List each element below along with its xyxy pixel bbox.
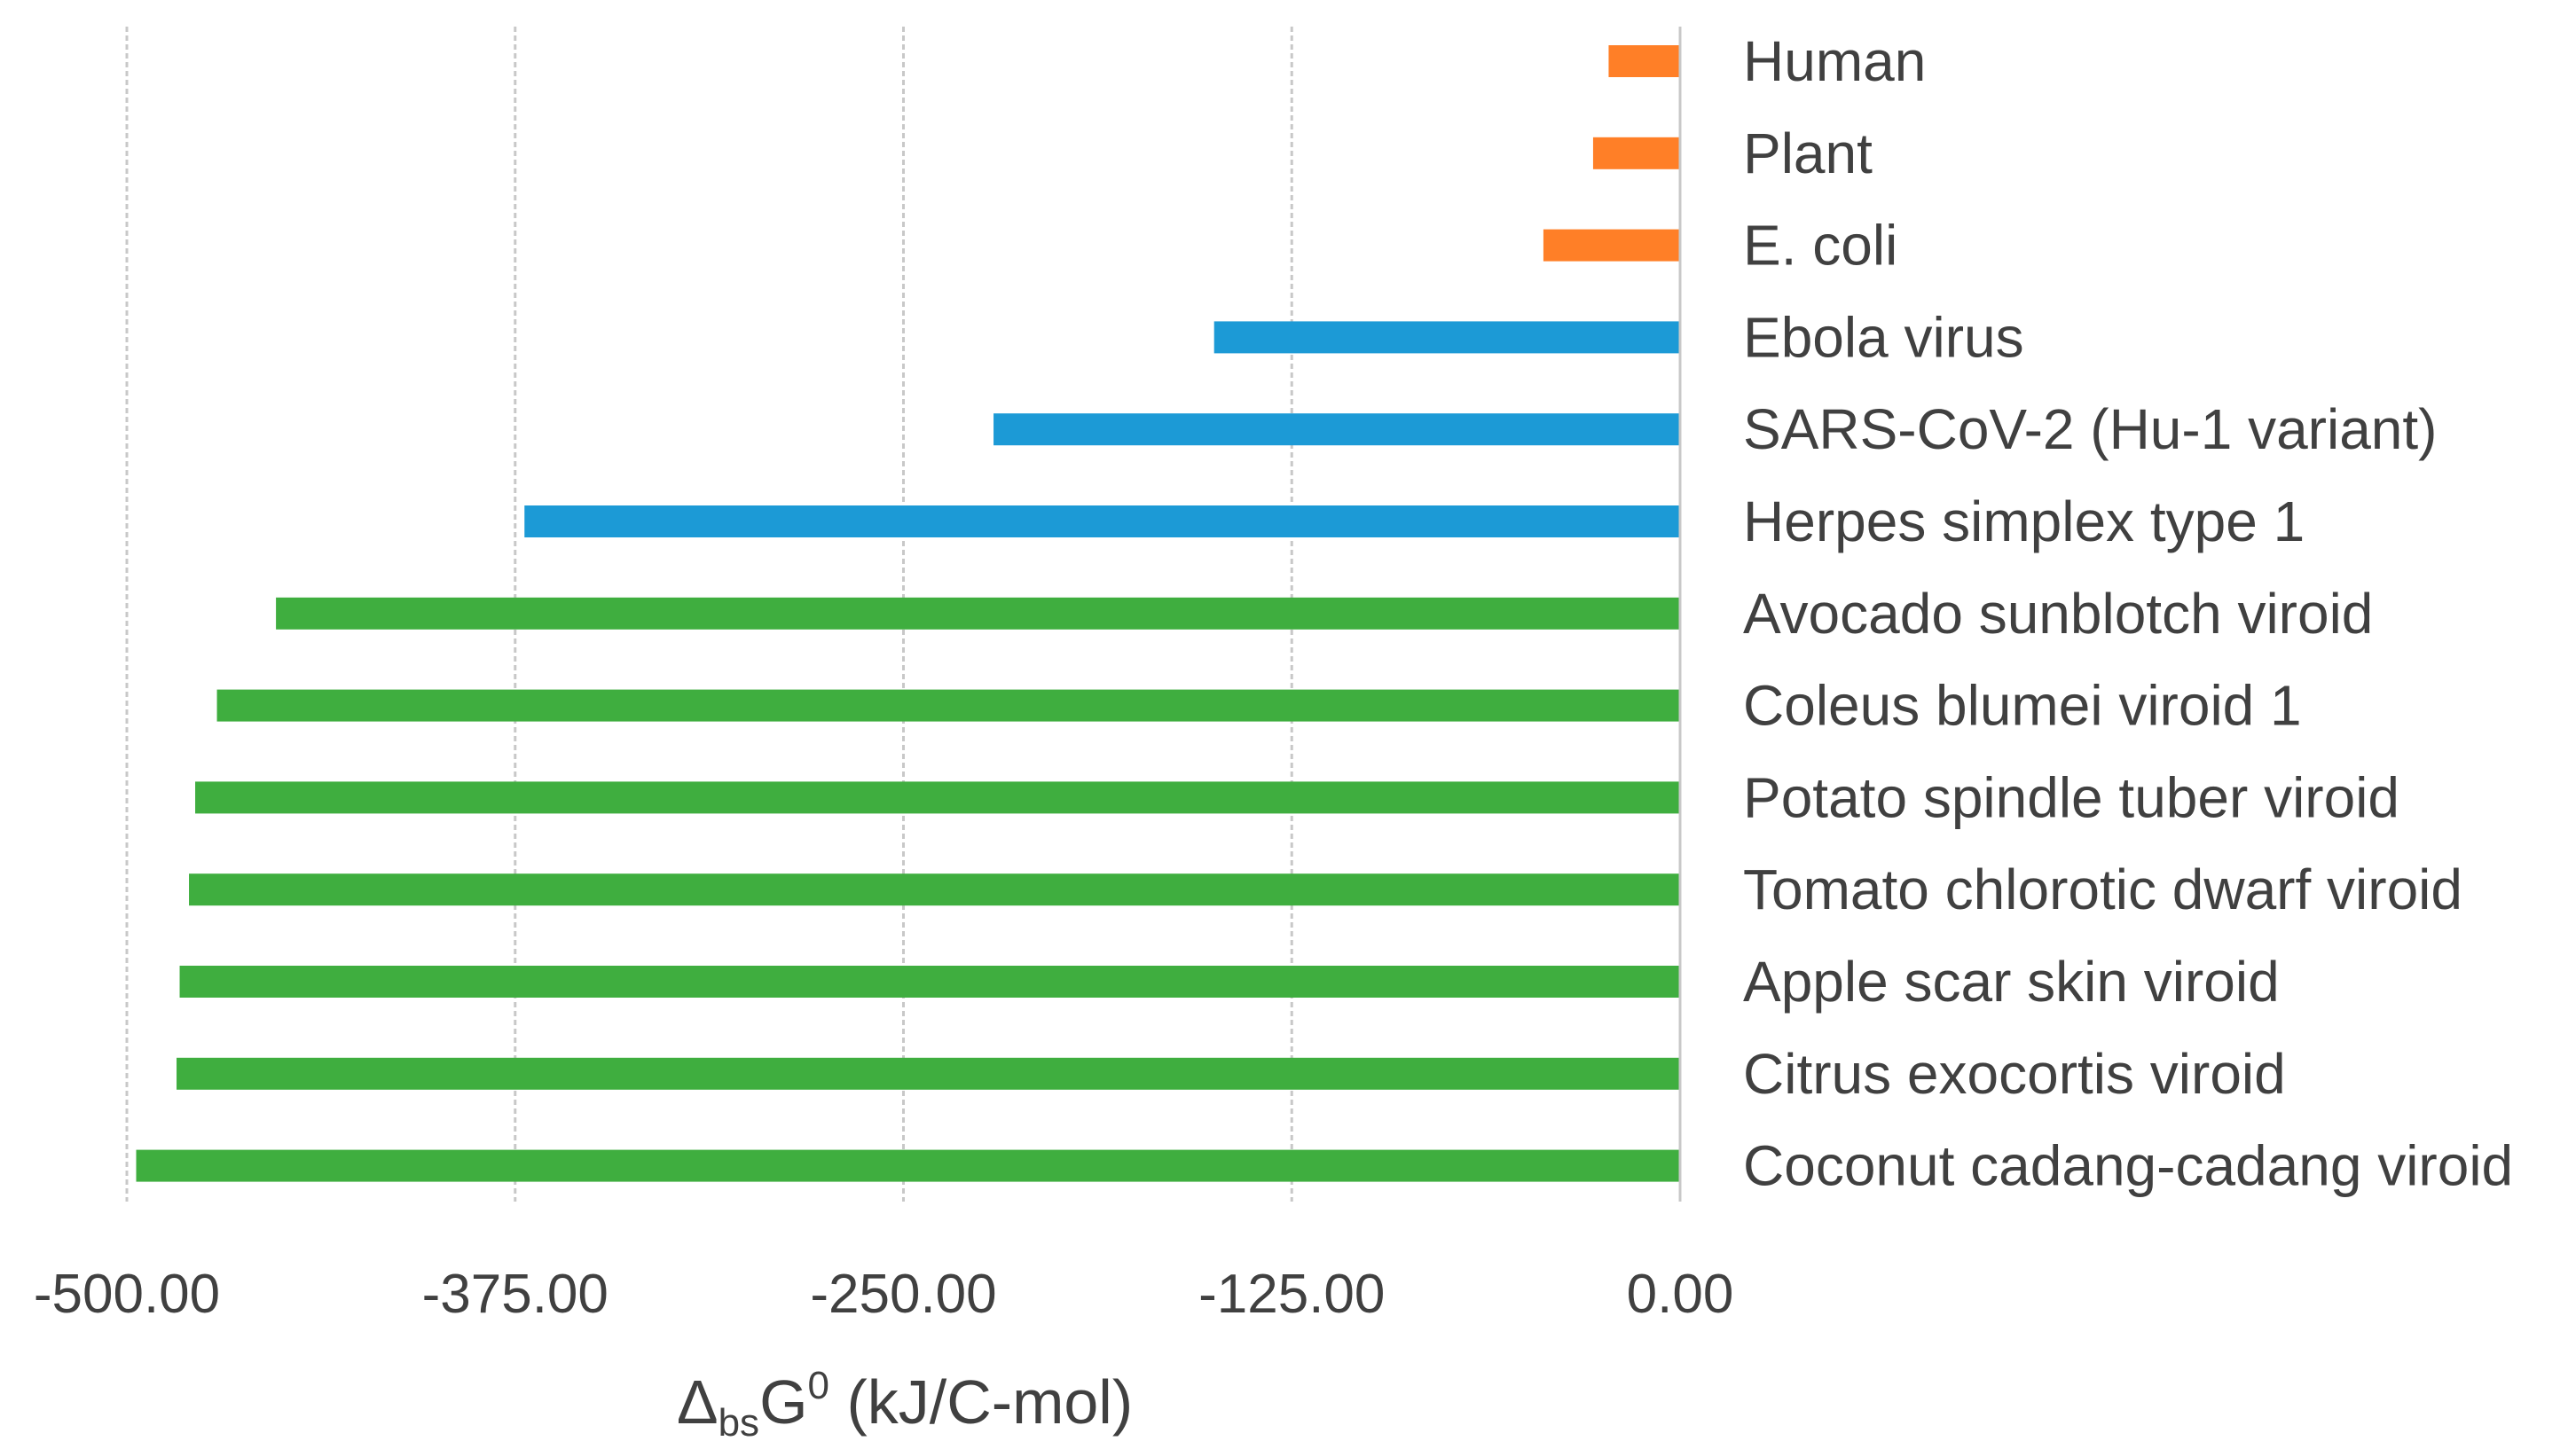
category-label-9: Tomato chlorotic dwarf viroid (1743, 858, 2462, 921)
x-axis-title-delta: Δ (677, 1367, 719, 1437)
x-axis-title-subscript: bs (719, 1401, 759, 1445)
category-label-10: Apple scar skin viroid (1743, 950, 2280, 1014)
bar-10 (179, 966, 1681, 998)
x-tick-label-3: -125.00 (1198, 1264, 1385, 1325)
bar-5 (524, 505, 1680, 537)
category-label-3: Ebola virus (1743, 305, 2024, 369)
bar-8 (195, 781, 1681, 814)
category-label-2: E. coli (1743, 214, 1897, 278)
x-tick-label-4: 0.00 (1627, 1264, 1734, 1325)
category-label-7: Coleus blumei viroid 1 (1743, 674, 2302, 738)
bar-4 (993, 413, 1680, 446)
x-axis-title: ΔbsG0 (kJ/C-mol) (677, 1364, 1133, 1445)
category-label-0: Human (1743, 29, 1926, 93)
bar-6 (276, 597, 1681, 630)
bar-0 (1608, 45, 1680, 77)
category-label-6: Avocado sunblotch viroid (1743, 582, 2373, 646)
x-tick-label-2: -250.00 (810, 1264, 996, 1325)
x-axis-title-units: (kJ/C-mol) (829, 1367, 1133, 1437)
bar-7 (216, 689, 1681, 722)
category-label-8: Potato spindle tuber viroid (1743, 765, 2399, 829)
bar-2 (1543, 229, 1680, 262)
bar-12 (136, 1149, 1681, 1182)
x-axis-title-symbol: G (759, 1367, 807, 1437)
x-tick-label-0: -500.00 (34, 1264, 220, 1325)
category-label-11: Citrus exocortis viroid (1743, 1042, 2286, 1106)
bar-1 (1592, 137, 1680, 169)
category-labels: Human Plant E. coli Ebola virus SARS-CoV-2 (… (1743, 29, 2513, 1198)
category-label-12: Coconut cadang-cadang viroid (1743, 1134, 2513, 1198)
category-label-4: SARS-CoV-2 (Hu-1 variant) (1743, 397, 2437, 461)
bar-3 (1213, 321, 1680, 354)
category-label-1: Plant (1743, 121, 1873, 185)
bars (136, 45, 1681, 1182)
tick-labels: -500.00 -375.00 -250.00 -125.00 0.00 (34, 1264, 1733, 1325)
x-tick-label-1: -375.00 (422, 1264, 609, 1325)
bar-9 (189, 873, 1680, 906)
bar-11 (177, 1057, 1681, 1090)
x-axis-title-superscript: 0 (808, 1364, 829, 1407)
category-label-5: Herpes simplex type 1 (1743, 490, 2305, 553)
